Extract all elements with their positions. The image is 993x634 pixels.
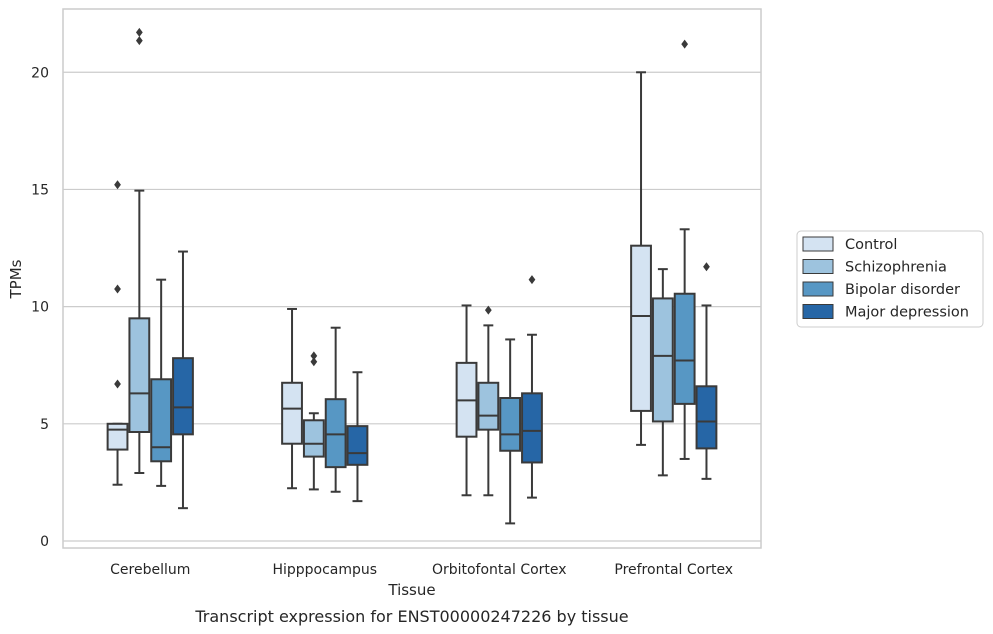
box-bipolar-disorder — [150, 278, 173, 487]
outlier-point — [135, 36, 143, 46]
legend: Control Schizophrenia Bipolar disorder Majo… — [796, 230, 984, 328]
box-iqr — [695, 385, 718, 450]
plot-frame — [62, 8, 762, 549]
chart-caption: Transcript expression for ENST0000024722… — [194, 607, 628, 626]
box-schizophrenia — [128, 27, 151, 475]
box-iqr — [651, 297, 674, 423]
legend-label: Bipolar disorder — [845, 282, 960, 298]
box-iqr — [150, 378, 173, 463]
y-tick-label: 15 — [31, 182, 49, 198]
box-iqr — [499, 397, 522, 452]
box-iqr — [106, 422, 129, 451]
box-iqr — [521, 392, 543, 464]
outlier-point — [703, 262, 710, 272]
box-major-depression — [346, 371, 369, 503]
box-bipolar-disorder — [324, 326, 347, 493]
outlier-point — [310, 357, 318, 367]
outlier-point — [310, 351, 318, 361]
outlier-point — [484, 305, 492, 315]
outlier-point — [681, 39, 689, 49]
legend-label: Control — [845, 237, 897, 253]
box-iqr — [324, 398, 347, 469]
y-tick-label: 10 — [31, 300, 49, 316]
box-iqr — [172, 357, 194, 436]
x-tick-label: Cerebellum — [110, 562, 190, 578]
x-tick-label: Hipppocampus — [272, 562, 377, 578]
x-tick-labels: Cerebellum Hipppocampus Orbitofontal Corte… — [110, 562, 733, 578]
box-control — [630, 71, 652, 446]
box-iqr — [302, 419, 325, 458]
outlier-point — [114, 379, 121, 389]
legend-frame — [796, 230, 984, 328]
y-tick-labels: 0 5 10 15 20 — [31, 65, 49, 550]
box-control — [106, 180, 129, 486]
y-axis-title: TPMs — [7, 259, 25, 299]
box-major-depression — [172, 250, 194, 510]
y-tick-label: 20 — [31, 65, 49, 81]
box-major-depression — [521, 275, 543, 499]
y-tick-label: 5 — [40, 417, 49, 433]
box-schizophrenia — [477, 305, 500, 497]
legend-swatch — [802, 304, 834, 319]
outlier-point — [135, 27, 143, 37]
box-iqr — [346, 425, 369, 466]
legend-label: Major depression — [845, 305, 969, 321]
box-control — [455, 304, 478, 497]
box-schizophrenia — [302, 351, 325, 491]
box-bipolar-disorder — [673, 39, 696, 460]
outlier-point — [114, 180, 121, 190]
x-tick-label: Prefrontal Cortex — [614, 562, 733, 578]
legend-swatch — [802, 236, 834, 252]
box-iqr — [673, 292, 696, 405]
box-iqr — [630, 244, 652, 412]
box-schizophrenia — [651, 268, 674, 477]
box-control — [281, 307, 303, 490]
outlier-point — [114, 284, 121, 294]
box-iqr — [477, 381, 500, 431]
box-bipolar-disorder — [499, 338, 522, 525]
x-axis-title: Tissue — [387, 581, 435, 599]
box-layer — [106, 27, 718, 525]
box-iqr — [281, 381, 303, 445]
x-tick-label: Orbitofontal Cortex — [432, 562, 567, 578]
box-iqr — [128, 317, 151, 433]
y-tick-label: 0 — [40, 534, 49, 550]
outlier-point — [528, 275, 536, 285]
legend-swatch — [802, 281, 834, 297]
box-major-depression — [695, 262, 718, 480]
legend-label: Schizophrenia — [845, 260, 947, 276]
legend-swatch — [802, 259, 834, 274]
